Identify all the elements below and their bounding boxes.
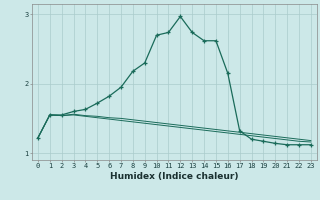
X-axis label: Humidex (Indice chaleur): Humidex (Indice chaleur) [110, 172, 239, 181]
